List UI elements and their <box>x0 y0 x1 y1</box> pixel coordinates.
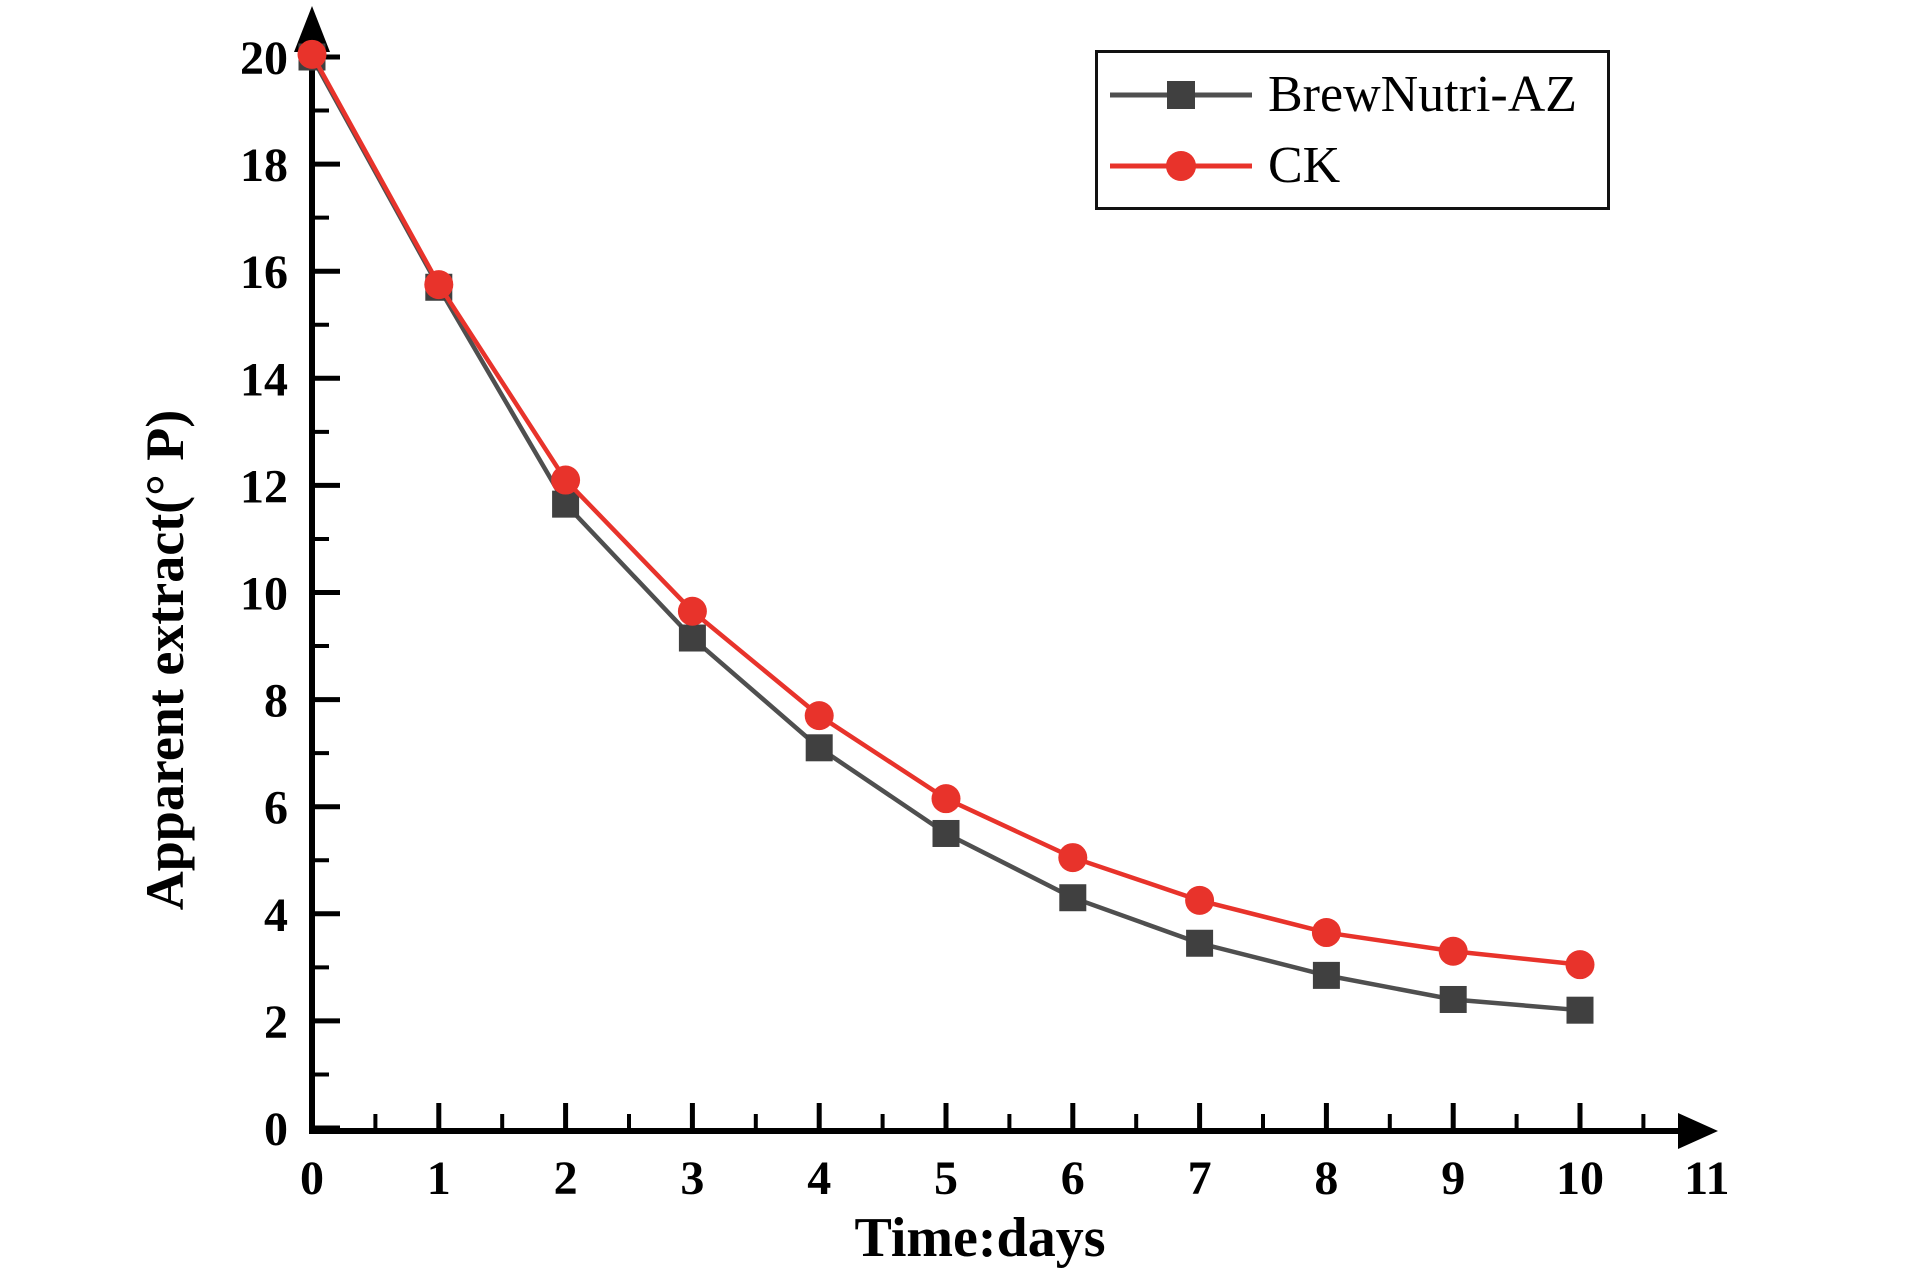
y-axis-title: Apparent extract(° P) <box>135 410 195 910</box>
x-tick-label: 11 <box>1684 1152 1729 1205</box>
data-point-marker <box>678 624 706 652</box>
x-tick-label: 6 <box>1061 1152 1085 1205</box>
data-point-marker <box>1059 884 1087 912</box>
data-point-marker <box>931 784 961 814</box>
y-tick-label: 18 <box>240 139 288 192</box>
data-point-marker <box>1185 885 1215 915</box>
x-tick-label: 8 <box>1314 1152 1338 1205</box>
data-point-marker <box>1058 843 1088 873</box>
data-point-marker <box>552 490 580 518</box>
legend-item-brewnutri-az: BrewNutri-AZ <box>1106 65 1607 124</box>
axes <box>294 6 1718 1149</box>
series-ck <box>297 39 1595 980</box>
x-tick-label: 2 <box>554 1152 578 1205</box>
circle-marker-icon <box>1110 150 1252 181</box>
x-tick-label: 9 <box>1441 1152 1465 1205</box>
x-tick-label: 3 <box>680 1152 704 1205</box>
data-point-marker <box>932 819 960 847</box>
square-marker-icon <box>1110 80 1252 109</box>
data-point-marker <box>1439 985 1467 1013</box>
legend-item-ck: CK <box>1106 136 1607 195</box>
data-point-marker <box>1312 961 1340 989</box>
y-tick-label: 12 <box>240 460 288 513</box>
y-tick-label: 20 <box>240 32 288 85</box>
data-point-marker <box>1566 996 1594 1024</box>
x-axis-title: Time:days <box>855 1207 1106 1269</box>
data-point-marker <box>1311 918 1341 948</box>
x-tick-label: 10 <box>1556 1152 1604 1205</box>
data-point-marker <box>1438 936 1468 966</box>
y-tick-label: 14 <box>240 353 288 406</box>
legend-circle-sample <box>1166 150 1196 181</box>
x-tick-label: 4 <box>807 1152 831 1205</box>
data-point-marker <box>805 734 833 762</box>
data-point-marker <box>1565 950 1595 980</box>
data-point-marker <box>804 701 834 731</box>
legend-label-ck: CK <box>1268 137 1341 194</box>
y-axis-arrow <box>294 6 330 52</box>
data-point-marker <box>297 39 327 69</box>
x-tick-label: 0 <box>300 1152 324 1205</box>
y-tick-label: 2 <box>264 996 288 1049</box>
y-tick-label: 6 <box>264 782 288 835</box>
x-axis-arrow <box>1678 1113 1718 1149</box>
legend-label-brewnutri-az: BrewNutri-AZ <box>1268 66 1578 123</box>
x-tick-label: 7 <box>1188 1152 1212 1205</box>
y-tick-label: 16 <box>240 246 288 299</box>
y-tick-label: 4 <box>264 889 288 942</box>
legend: BrewNutri-AZ CK <box>1095 50 1610 210</box>
y-tick-label: 10 <box>240 568 288 621</box>
data-point-marker <box>677 596 707 626</box>
x-tick-label: 1 <box>427 1152 451 1205</box>
x-tick-label: 5 <box>934 1152 958 1205</box>
data-point-marker <box>424 270 454 300</box>
y-tick-label: 8 <box>264 675 288 728</box>
y-tick-label: 0 <box>264 1103 288 1156</box>
legend-square-sample <box>1167 80 1195 109</box>
data-point-marker <box>551 465 581 495</box>
data-point-marker <box>1186 929 1214 957</box>
